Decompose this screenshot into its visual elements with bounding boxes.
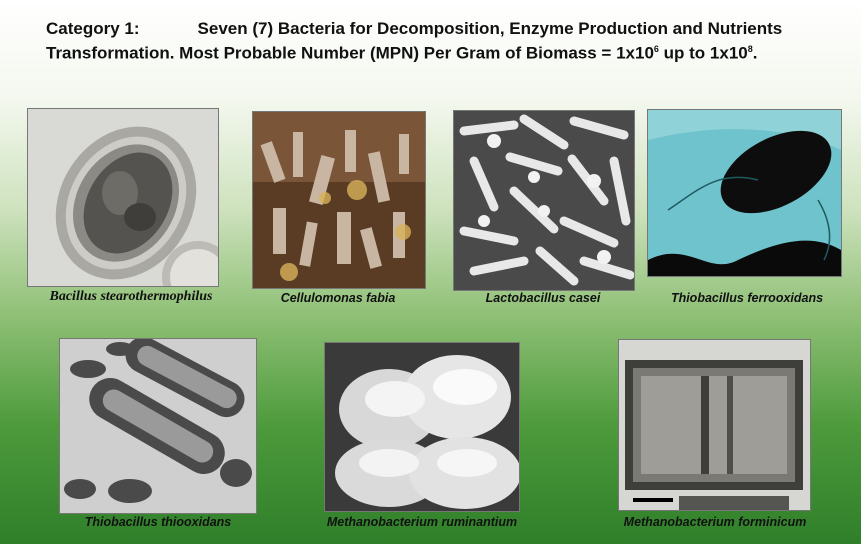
title-mid: up to 1x10 [658,43,748,63]
caption-cellulomonas: Cellulomonas fabia [280,291,396,305]
micrograph-lactobacillus-casei [453,110,635,291]
caption-thiobacillus-thiooxidans: Thiobacillus thiooxidans [84,515,232,529]
title-end: . [752,43,758,63]
micrograph-methanobacterium-ruminantium [324,342,520,512]
caption-bacillus: Bacillus stearothermophilus [49,289,213,304]
micrograph-methanobacterium-forminicum [618,339,811,511]
caption-lactobacillus: Lactobacillus casei [485,291,601,305]
micrograph-thiobacillus-thiooxidans [59,338,257,514]
caption-thiobacillus-ferrooxidans: Thiobacillus ferrooxidans [670,291,824,305]
exponent-2: 8 [747,44,753,54]
micrograph-cellulomonas-fabia [252,111,426,289]
category-label: Category 1: [46,19,140,38]
caption-methanobacterium-ruminantium: Methanobacterium ruminantium [326,515,518,529]
micrograph-thiobacillus-ferrooxidans [647,109,842,277]
exponent-1: 6 [653,44,659,54]
slide-title: Category 1: Seven (7) Bacteria for Decomp… [46,18,836,64]
micrograph-bacillus-stearothermophilus [27,108,219,287]
title-text: Seven (7) Bacteria for Decomposition, En… [46,19,783,63]
caption-methanobacterium-forminicum: Methanobacterium forminicum [623,515,807,529]
